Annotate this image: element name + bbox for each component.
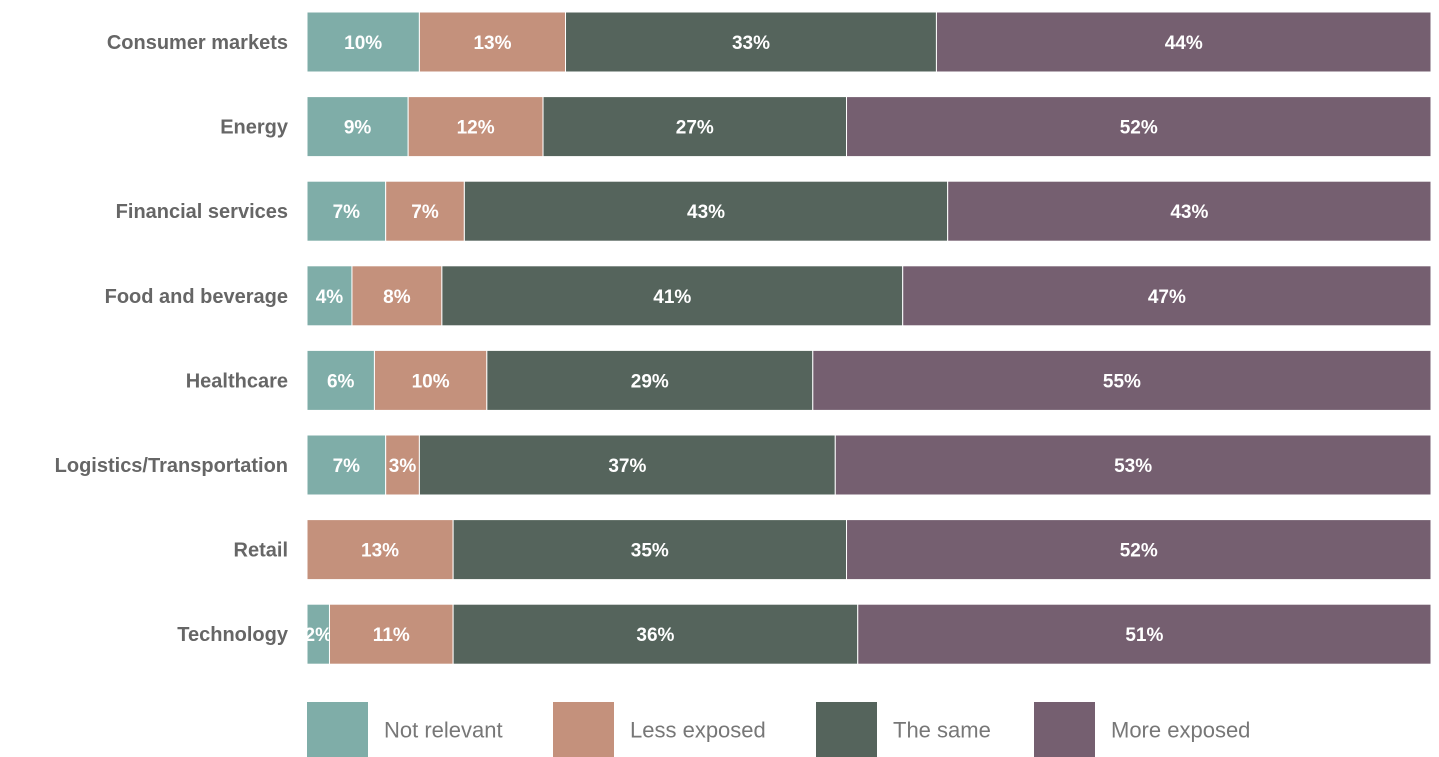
bar-segment-more-exposed xyxy=(846,96,1432,158)
data-label: 11% xyxy=(373,625,410,646)
bar-segment-more-exposed xyxy=(846,519,1432,581)
data-label: 51% xyxy=(1125,625,1163,646)
data-label: 10% xyxy=(412,371,450,392)
bar-row-energy: 9% 12% 27% 52% xyxy=(306,96,1432,158)
data-label: 55% xyxy=(1103,371,1141,392)
legend-item-the-same: The same xyxy=(816,702,991,757)
legend-label: The same xyxy=(893,718,991,743)
bar-segment-less-exposed xyxy=(306,519,454,581)
data-label: 53% xyxy=(1114,456,1152,477)
bar-segment-more-exposed xyxy=(857,603,1432,665)
data-label: 7% xyxy=(411,202,439,223)
data-label: 52% xyxy=(1120,541,1158,562)
bar-segment-not-relevant xyxy=(306,265,353,327)
data-label: 13% xyxy=(473,33,511,54)
category-label-healthcare: Healthcare xyxy=(186,370,288,392)
data-label: 13% xyxy=(361,541,399,562)
bar-row-healthcare: 6% 10% 29% 55% xyxy=(306,349,1432,411)
bar-segment-more-exposed xyxy=(902,265,1432,327)
data-label: 7% xyxy=(333,202,361,223)
bar-segment-more-exposed xyxy=(812,349,1432,411)
legend-item-not-relevant: Not relevant xyxy=(307,702,503,757)
data-label: 4% xyxy=(316,287,344,308)
data-label: 35% xyxy=(631,541,669,562)
bar-row-retail: 13% 35% 52% xyxy=(306,519,1432,581)
bar-segment-more-exposed xyxy=(935,11,1432,73)
bar-row-financial-services: 7% 7% 43% 43% xyxy=(306,180,1432,242)
bar-segment-the-same xyxy=(486,349,814,411)
bar-segment-the-same xyxy=(452,603,859,665)
bar-segment-the-same xyxy=(418,434,836,496)
category-label-technology: Technology xyxy=(177,624,289,646)
legend-swatch xyxy=(816,702,877,757)
legend-label: Less exposed xyxy=(630,718,766,743)
bar-row-technology: 2% 11% 36% 51% xyxy=(305,603,1432,665)
legend-item-less-exposed: Less exposed xyxy=(553,702,766,757)
bar-segment-more-exposed xyxy=(834,434,1432,496)
bar-segment-not-relevant xyxy=(306,180,387,242)
data-label: 2% xyxy=(305,625,333,646)
bar-segment-not-relevant xyxy=(306,96,409,158)
bar-segment-less-exposed xyxy=(385,434,420,496)
data-label: 52% xyxy=(1120,118,1158,139)
data-label: 43% xyxy=(687,202,725,223)
bar-row-consumer-markets: 10% 13% 33% 44% xyxy=(306,11,1432,73)
bar-segment-less-exposed xyxy=(418,11,567,73)
legend-label: More exposed xyxy=(1111,718,1250,743)
legend-item-more-exposed: More exposed xyxy=(1034,702,1250,757)
data-label: 41% xyxy=(653,287,691,308)
category-label-energy: Energy xyxy=(220,117,289,139)
bar-segment-the-same xyxy=(542,96,848,158)
legend-swatch xyxy=(307,702,368,757)
data-label: 27% xyxy=(676,118,714,139)
data-label: 12% xyxy=(457,118,495,139)
bar-segment-not-relevant xyxy=(306,434,387,496)
bar-row-logistics-transportation: 7% 3% 37% 53% xyxy=(306,434,1432,496)
bar-segment-less-exposed xyxy=(407,96,544,158)
data-label: 37% xyxy=(608,456,646,477)
category-label-retail: Retail xyxy=(234,540,288,562)
category-label-financial-services: Financial services xyxy=(116,201,288,223)
category-label-consumer-markets: Consumer markets xyxy=(107,32,288,54)
data-label: 10% xyxy=(344,33,382,54)
data-label: 6% xyxy=(327,371,355,392)
legend-swatch xyxy=(553,702,614,757)
bar-segment-less-exposed xyxy=(385,180,465,242)
data-label: 36% xyxy=(636,625,674,646)
data-label: 9% xyxy=(344,118,372,139)
data-label: 8% xyxy=(383,287,411,308)
legend: Not relevant Less exposed The same More exp… xyxy=(307,702,1250,757)
legend-swatch xyxy=(1034,702,1095,757)
data-label: 3% xyxy=(389,456,417,477)
bar-rows: 10% 13% 33% 44% 9% 12% 27% 52% 7% 7% 43% 43% 4% 8% 41%… xyxy=(305,11,1432,665)
category-labels: Consumer markets Energy Financial services… xyxy=(55,32,289,646)
data-label: 44% xyxy=(1165,33,1203,54)
data-label: 43% xyxy=(1170,202,1208,223)
data-label: 7% xyxy=(333,456,361,477)
data-label: 33% xyxy=(732,33,770,54)
legend-label: Not relevant xyxy=(384,718,503,743)
category-label-logistics-transportation: Logistics/Transportation xyxy=(55,455,288,477)
bar-segment-more-exposed xyxy=(947,180,1432,242)
bar-segment-not-relevant xyxy=(306,349,375,411)
bar-segment-not-relevant xyxy=(306,11,420,73)
bar-segment-the-same xyxy=(441,265,904,327)
data-label: 47% xyxy=(1148,287,1186,308)
bar-segment-the-same xyxy=(565,11,937,73)
bar-segment-less-exposed xyxy=(351,265,443,327)
bar-row-food-and-beverage: 4% 8% 41% 47% xyxy=(306,265,1432,327)
bar-segment-less-exposed xyxy=(373,349,488,411)
category-label-food-and-beverage: Food and beverage xyxy=(105,286,288,308)
data-label: 29% xyxy=(631,371,669,392)
